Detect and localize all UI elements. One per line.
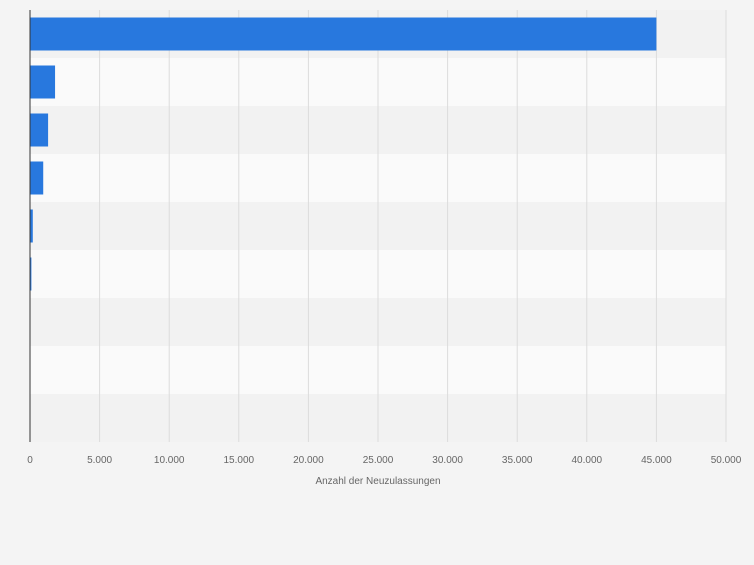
x-tick-label: 5.000 [87, 455, 112, 466]
x-tick-labels: 0 5.000 10.000 15.000 20.000 25.000 30.000 35.0… [27, 455, 742, 466]
x-tick-label: 25.000 [363, 455, 394, 466]
x-tick-label: 40.000 [572, 455, 603, 466]
x-tick-label: 50.000 [711, 455, 742, 466]
x-tick-label: 35.000 [502, 455, 533, 466]
x-tick-label: 10.000 [154, 455, 185, 466]
x-tick-label: 15.000 [224, 455, 255, 466]
bar [30, 209, 33, 243]
x-tick-label: 30.000 [432, 455, 463, 466]
x-tick-label: 20.000 [293, 455, 324, 466]
bar [30, 17, 657, 51]
bar [30, 257, 32, 291]
bar [30, 113, 49, 147]
bar [30, 161, 44, 195]
x-axis-label: Anzahl der Neuzulassungen [315, 476, 440, 487]
x-tick-label: 0 [27, 455, 33, 466]
x-tick-label: 45.000 [641, 455, 672, 466]
bar [30, 65, 56, 99]
grid-lines [99, 10, 727, 442]
bars [30, 17, 657, 291]
